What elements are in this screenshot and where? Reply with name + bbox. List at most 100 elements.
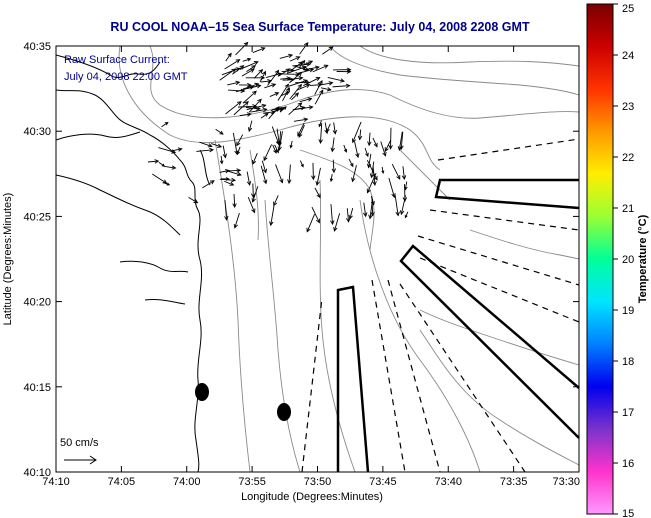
current-vector-head bbox=[252, 90, 257, 96]
current-vector-head bbox=[262, 107, 268, 113]
y-tick-label: 40:15 bbox=[23, 382, 51, 394]
current-vector bbox=[288, 164, 291, 184]
current-vector bbox=[333, 213, 341, 232]
current-vector bbox=[269, 92, 279, 97]
current-vector-head bbox=[247, 127, 253, 133]
current-vector-head bbox=[373, 175, 378, 181]
current-vector bbox=[252, 47, 265, 53]
current-vector bbox=[289, 84, 302, 100]
current-vector bbox=[316, 167, 321, 186]
current-vector-head bbox=[307, 97, 313, 102]
current-vector bbox=[331, 137, 335, 152]
current-vector-head bbox=[235, 67, 241, 72]
current-vector-head bbox=[348, 214, 353, 220]
current-vector-head bbox=[319, 89, 324, 95]
current-vector-head bbox=[404, 214, 408, 219]
current-vector bbox=[368, 153, 372, 168]
current-vector bbox=[352, 165, 357, 182]
surface-current-vectors bbox=[147, 41, 409, 233]
current-vector-head bbox=[164, 121, 169, 126]
current-vector bbox=[321, 82, 333, 86]
current-vector bbox=[271, 107, 284, 111]
current-vector bbox=[221, 67, 240, 76]
current-vector-head bbox=[161, 163, 166, 167]
current-vector bbox=[222, 145, 226, 158]
current-vector-head bbox=[222, 153, 227, 159]
current-vector-head bbox=[219, 130, 224, 135]
current-vector-head bbox=[331, 168, 336, 174]
current-vector bbox=[388, 177, 395, 198]
current-vector bbox=[288, 79, 308, 87]
legend-current-label: Raw Surface Current: bbox=[64, 54, 170, 66]
current-vector bbox=[199, 141, 212, 147]
current-vector bbox=[297, 122, 305, 136]
current-vector-head bbox=[298, 76, 304, 81]
current-vector bbox=[232, 132, 238, 155]
current-vector bbox=[239, 113, 251, 117]
current-vector bbox=[250, 108, 267, 113]
current-vector bbox=[320, 122, 323, 144]
current-vector bbox=[320, 87, 331, 91]
current-vector bbox=[318, 120, 322, 127]
current-vector-head bbox=[290, 77, 295, 83]
current-vector-head bbox=[275, 106, 280, 111]
current-vector-head bbox=[333, 226, 338, 232]
current-vector-head bbox=[399, 210, 405, 216]
current-vector bbox=[292, 106, 313, 111]
current-vector-head bbox=[261, 103, 267, 109]
current-vector-head bbox=[318, 79, 323, 85]
y-tick-label: 40:10 bbox=[23, 467, 51, 479]
current-vector bbox=[246, 65, 256, 73]
current-vector-head bbox=[315, 77, 321, 82]
x-tick-label: 73:55 bbox=[238, 476, 266, 488]
current-vector bbox=[228, 169, 241, 172]
current-vector bbox=[352, 121, 362, 143]
antenna-site-marker bbox=[277, 403, 291, 421]
current-vector-head bbox=[263, 179, 268, 185]
current-vector bbox=[278, 68, 290, 77]
current-vector-head bbox=[388, 144, 393, 150]
current-vector-head bbox=[315, 181, 320, 186]
current-vector bbox=[289, 56, 300, 62]
current-vector bbox=[161, 122, 169, 128]
current-vector-head bbox=[286, 76, 292, 81]
current-vector bbox=[326, 123, 331, 132]
current-vector-head bbox=[326, 87, 332, 92]
current-vector bbox=[262, 111, 275, 114]
current-vector-head bbox=[207, 143, 213, 148]
y-axis-ticks: 40:35 40:30 40:25 40:20 40:15 40:10 bbox=[23, 41, 579, 479]
current-vector bbox=[314, 80, 323, 95]
x-tick-label: 74:00 bbox=[173, 476, 201, 488]
shipping-lane-outlines bbox=[336, 178, 580, 473]
current-vector-head bbox=[193, 199, 199, 204]
current-vector-head bbox=[340, 78, 345, 83]
current-vector-head bbox=[396, 175, 401, 180]
current-vector bbox=[235, 42, 248, 56]
current-vector bbox=[241, 68, 255, 77]
current-vector-head bbox=[260, 47, 266, 52]
current-vector-head bbox=[357, 135, 363, 141]
current-vector-head bbox=[273, 149, 277, 154]
colorbar-tick-label: 25 bbox=[622, 3, 634, 15]
current-vector bbox=[282, 87, 290, 102]
current-vector-head bbox=[317, 82, 323, 88]
current-vector bbox=[253, 69, 263, 79]
current-vector bbox=[381, 166, 384, 174]
colorbar-tick-label: 19 bbox=[622, 305, 634, 317]
current-vector-head bbox=[316, 193, 321, 199]
current-vector-head bbox=[382, 151, 387, 157]
current-vector bbox=[263, 144, 272, 161]
current-vector-head bbox=[252, 159, 257, 165]
current-vector bbox=[246, 104, 266, 111]
current-vector-head bbox=[345, 83, 351, 89]
current-vector bbox=[259, 71, 266, 83]
current-vector-head bbox=[295, 71, 301, 77]
current-vector-head bbox=[209, 147, 215, 153]
current-vector bbox=[398, 131, 403, 151]
current-vector-head bbox=[258, 68, 264, 74]
current-vector-head bbox=[384, 147, 389, 153]
current-vector-head bbox=[328, 46, 334, 51]
current-vector-head bbox=[303, 117, 309, 122]
current-vector-head bbox=[234, 150, 239, 156]
current-vector-head bbox=[297, 131, 302, 137]
